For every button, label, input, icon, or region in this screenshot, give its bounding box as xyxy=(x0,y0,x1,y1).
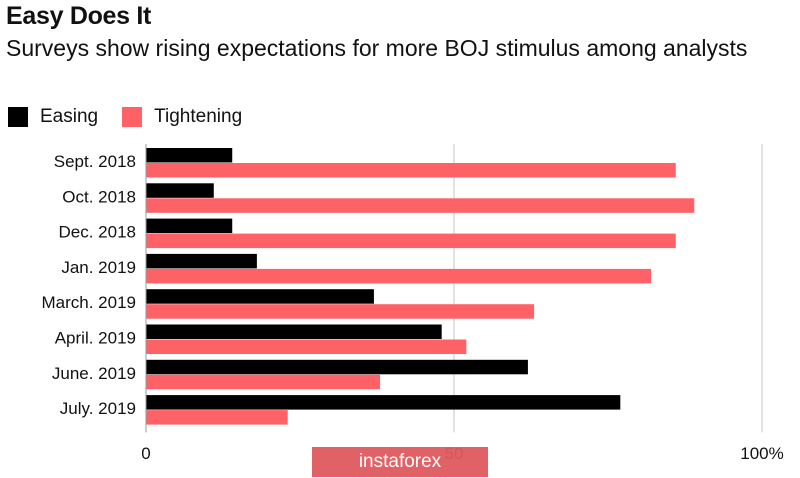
bar-tightening-7 xyxy=(146,374,381,390)
category-label: April. 2019 xyxy=(55,329,136,348)
category-label: March. 2019 xyxy=(42,293,137,312)
bar-easing-3 xyxy=(146,218,233,234)
bar-easing-6 xyxy=(146,324,442,339)
legend-label-tightening: Tightening xyxy=(154,106,243,127)
bar-tightening-2 xyxy=(146,198,695,213)
category-label: Dec. 2018 xyxy=(59,223,137,242)
bar-easing-5 xyxy=(146,289,374,304)
bar-easing-4 xyxy=(146,253,257,269)
bar-tightening-4 xyxy=(146,268,652,284)
x-tick-label: 100% xyxy=(740,444,783,463)
category-label: Oct. 2018 xyxy=(62,187,136,206)
bar-easing-8 xyxy=(146,395,621,410)
chart-title: Easy Does It xyxy=(6,2,152,30)
legend: Easing Tightening xyxy=(8,106,266,128)
legend-label-easing: Easing xyxy=(40,106,99,127)
category-label: July. 2019 xyxy=(60,399,136,418)
legend-item-tightening: Tightening xyxy=(122,106,242,128)
bar-tightening-3 xyxy=(146,233,676,249)
legend-swatch-easing xyxy=(8,107,28,127)
legend-item-easing: Easing xyxy=(8,106,98,128)
category-label: Sept. 2018 xyxy=(54,152,136,171)
bar-easing-1 xyxy=(146,148,233,163)
bar-tightening-8 xyxy=(146,410,288,425)
bar-tightening-5 xyxy=(146,304,535,319)
category-label: June. 2019 xyxy=(52,364,136,383)
legend-swatch-tightening xyxy=(122,107,143,127)
category-label: Jan. 2019 xyxy=(61,258,136,277)
bar-tightening-6 xyxy=(146,339,467,354)
bar-easing-7 xyxy=(146,359,528,375)
bar-easing-2 xyxy=(146,183,214,198)
bar-tightening-1 xyxy=(146,163,676,178)
x-tick-label: 0 xyxy=(141,444,150,463)
chart-subtitle: Surveys show rising expectations for mor… xyxy=(6,35,748,61)
watermark: instaforex xyxy=(312,447,488,477)
